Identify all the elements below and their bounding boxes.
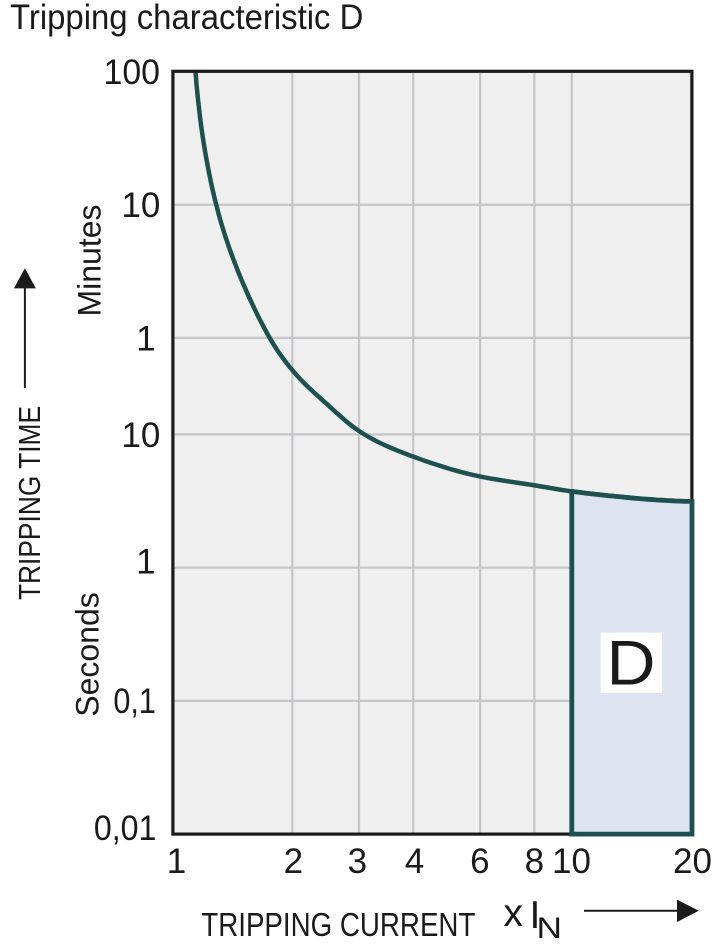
svg-text:8: 8 — [525, 842, 544, 881]
svg-text:Tripping characteristic D: Tripping characteristic D — [10, 0, 363, 37]
svg-text:20: 20 — [673, 842, 712, 881]
svg-text:Seconds: Seconds — [70, 592, 106, 717]
svg-text:Minutes: Minutes — [71, 204, 107, 316]
svg-text:0,01: 0,01 — [94, 809, 157, 848]
svg-text:6: 6 — [470, 842, 489, 881]
svg-text:100: 100 — [104, 53, 161, 92]
svg-text:1: 1 — [136, 542, 155, 581]
svg-text:TRIPPING CURRENT: TRIPPING CURRENT — [201, 907, 475, 943]
svg-text:1: 1 — [136, 320, 155, 359]
svg-text:10: 10 — [121, 416, 160, 455]
svg-text:N: N — [537, 912, 563, 943]
svg-text:3: 3 — [348, 842, 367, 881]
svg-text:TRIPPING TIME: TRIPPING TIME — [13, 406, 47, 600]
svg-text:I: I — [530, 894, 541, 937]
svg-text:10: 10 — [121, 186, 160, 225]
svg-text:0,1: 0,1 — [113, 682, 156, 721]
svg-text:D: D — [607, 629, 656, 699]
svg-text:2: 2 — [284, 842, 303, 881]
svg-text:1: 1 — [167, 842, 186, 881]
svg-text:4: 4 — [405, 842, 424, 881]
svg-text:x: x — [504, 892, 524, 935]
svg-text:10: 10 — [552, 842, 591, 881]
